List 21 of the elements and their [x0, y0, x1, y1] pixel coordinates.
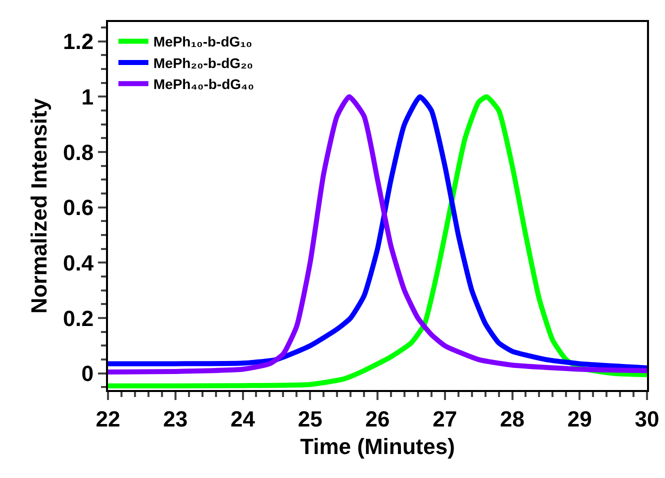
legend-label: MePh₄₀-b-dG₄₀ [153, 76, 254, 92]
y-axis-title: Normalized Intensity [26, 98, 52, 314]
y-tick-label: 1 [81, 84, 94, 110]
y-tick-label: 0.8 [63, 140, 94, 165]
x-tick-label: 23 [163, 406, 188, 432]
y-tick-label: 1.2 [63, 29, 94, 54]
x-tick-label: 27 [432, 406, 458, 432]
x-axis-title: Time (Minutes) [300, 434, 455, 459]
y-tick-label: 0 [81, 361, 94, 386]
x-tick-label: 26 [365, 406, 390, 432]
y-tick-label: 0.2 [63, 306, 94, 331]
y-tick-label: 0.6 [63, 195, 94, 220]
x-tick-label: 29 [567, 406, 592, 432]
x-tick-label: 25 [298, 406, 322, 432]
x-tick-label: 24 [230, 406, 256, 432]
y-tick-label: 0.4 [63, 250, 94, 276]
legend-label: MePh₁₀-b-dG₁₀ [153, 34, 252, 50]
legend-label: MePh₂₀-b-dG₂₀ [153, 54, 254, 71]
x-tick-label: 30 [634, 406, 660, 432]
x-tick-label: 22 [96, 406, 120, 432]
x-tick-label: 28 [500, 406, 524, 432]
